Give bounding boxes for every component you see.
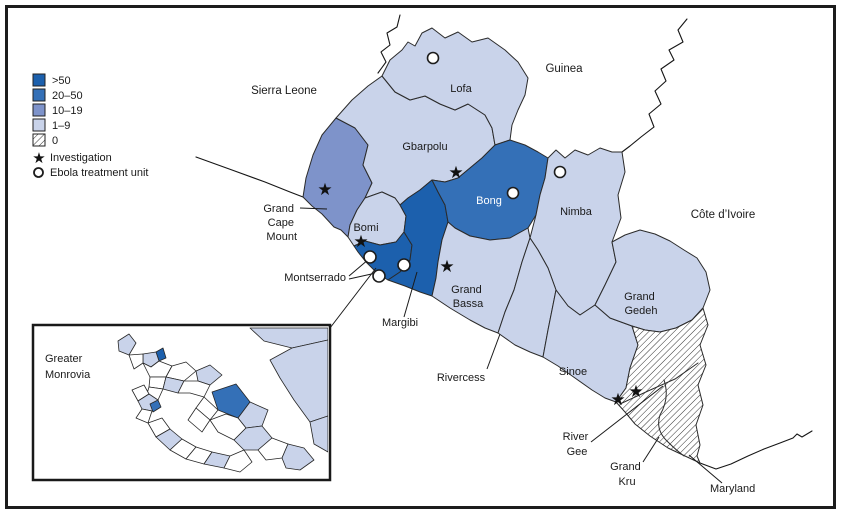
legend-etu-circle-icon xyxy=(33,167,44,178)
county-lofa-shape xyxy=(381,27,529,146)
inset-title: Greater Monrovia xyxy=(45,353,91,381)
inset-district xyxy=(281,443,315,471)
inset-map: Greater Monrovia xyxy=(31,323,332,482)
figure-border xyxy=(5,5,836,509)
grand-cape-mount-label: Grand Cape Mount xyxy=(263,203,297,243)
sierra-leone-coastline xyxy=(195,156,304,198)
legend: >50 20–50 10–19 1–9 0 ★ Investigation Eb… xyxy=(32,73,148,179)
investigation-star-icon: ★ xyxy=(610,390,625,410)
legend-label-1-9: 1–9 xyxy=(52,120,70,132)
river-gee-label-line2: Gee xyxy=(567,446,588,458)
grand-cape-mount-label-line3: Mount xyxy=(266,231,297,243)
inset-district xyxy=(149,399,162,413)
leader-lines xyxy=(299,207,723,484)
inset-title-line2: Monrovia xyxy=(45,369,91,381)
margibi-label: Margibi xyxy=(382,317,418,329)
legend-swatch-10-19 xyxy=(32,103,46,117)
rivercess-leader xyxy=(486,333,501,370)
legend-label-10-19: 10–19 xyxy=(52,105,83,117)
sierra-leone-guinea-border xyxy=(377,14,401,74)
inset-district xyxy=(223,449,253,473)
sinoe-label: Sinoe xyxy=(559,366,587,378)
legend-swatch-20-50 xyxy=(32,88,46,102)
grand-kru-maryland-border xyxy=(658,379,685,457)
maryland-leader xyxy=(688,454,723,484)
legend-investigation-star-icon: ★ xyxy=(32,149,45,167)
inset-district xyxy=(269,339,328,423)
investigation-star-icon: ★ xyxy=(439,257,454,277)
grand-kru-label-line2: Kru xyxy=(618,476,635,488)
etu-circle-icon xyxy=(426,51,440,65)
river-gee-leader xyxy=(590,385,664,443)
inset-title-line1: Greater xyxy=(45,353,83,365)
cote-divoire-label: Côte d’Ivoire xyxy=(691,209,756,221)
lofa-label: Lofa xyxy=(450,83,472,95)
grand-bassa-label: Grand Bassa xyxy=(451,284,485,310)
county-rivercess-shape xyxy=(497,237,557,358)
investigation-star-icon: ★ xyxy=(353,232,368,252)
legend-label-gt50: >50 xyxy=(52,75,71,87)
grand-gedeh-label-line2: Gedeh xyxy=(624,305,657,317)
inset-district xyxy=(309,415,328,453)
etu-circle-icon xyxy=(363,250,377,264)
bong-label: Bong xyxy=(476,195,502,207)
inset-district xyxy=(117,333,137,356)
county-shapes xyxy=(302,27,711,464)
legend-label-0: 0 xyxy=(52,135,58,147)
maryland-label: Maryland xyxy=(710,483,755,495)
etu-circle-icon xyxy=(553,165,567,179)
grand-bassa-label-line2: Bassa xyxy=(453,298,484,310)
bomi-label: Bomi xyxy=(353,222,378,234)
investigation-markers: ★ ★ ★ ★ ★ ★ xyxy=(317,163,643,410)
inset-districts xyxy=(117,327,328,473)
etu-circle-icon xyxy=(397,258,411,272)
rivercess-label: Rivercess xyxy=(437,372,486,384)
guinea-label: Guinea xyxy=(545,63,583,75)
grand-bassa-label-line1: Grand xyxy=(451,284,482,296)
grand-cape-mount-leader xyxy=(299,207,328,210)
river-gee-label: River Gee xyxy=(563,431,592,458)
grand-gedeh-label: Grand Gedeh xyxy=(624,291,658,317)
grand-kru-label-line1: Grand xyxy=(610,461,641,473)
sierra-leone-label: Sierra Leone xyxy=(251,85,317,97)
legend-swatch-gt50 xyxy=(32,73,46,87)
river-gee-south-border xyxy=(619,362,699,405)
inset-connector-line xyxy=(329,267,377,329)
legend-etu-label: Ebola treatment unit xyxy=(50,167,148,179)
inset-district xyxy=(195,364,223,386)
investigation-star-icon: ★ xyxy=(628,382,643,402)
river-gee-label-line1: River xyxy=(563,431,589,443)
grand-gedeh-label-line1: Grand xyxy=(624,291,655,303)
etu-circle-icon xyxy=(506,186,520,200)
investigation-star-icon: ★ xyxy=(448,163,463,183)
legend-swatch-1-9 xyxy=(32,118,46,132)
investigation-star-icon: ★ xyxy=(317,180,332,200)
legend-swatch-0 xyxy=(32,133,46,147)
etu-markers xyxy=(363,51,567,283)
etu-circle-icon xyxy=(372,269,386,283)
grand-kru-label: Grand Kru xyxy=(610,461,644,488)
country-labels: Sierra Leone Guinea Côte d’Ivoire xyxy=(251,63,755,221)
county-labels: Lofa Gbarpolu Bong Nimba Grand Cape Moun… xyxy=(263,83,755,495)
neighbor-borders xyxy=(195,14,813,470)
gbarpolu-label: Gbarpolu xyxy=(402,141,447,153)
grand-cape-mount-label-line2: Cape xyxy=(268,217,294,229)
montserrado-label: Montserrado xyxy=(284,272,346,284)
margibi-leader xyxy=(403,271,418,318)
cote-divoire-coastline xyxy=(699,430,813,470)
county-river-gee-grand-kru-maryland-shape xyxy=(615,307,709,464)
nimba-label: Nimba xyxy=(560,206,593,218)
legend-label-20-50: 20–50 xyxy=(52,90,83,102)
grand-cape-mount-label-line1: Grand xyxy=(263,203,294,215)
guinea-cote-divoire-border xyxy=(621,18,688,153)
inset-district xyxy=(187,407,211,433)
grand-kru-leader xyxy=(642,436,660,463)
legend-investigation-label: Investigation xyxy=(50,152,112,164)
